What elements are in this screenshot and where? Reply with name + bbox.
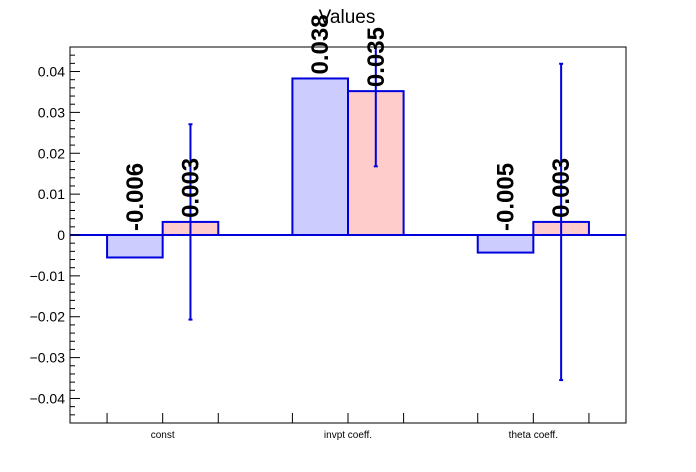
y-tick-label: 0.03 [38,104,65,120]
value-label: -0.005 [493,163,520,231]
x-tick-label: const [151,430,175,441]
y-axis: 0.04 0.03 0.02 0.01 0 −0.01 −0.02 −0.03 −0.04 [30,46,80,424]
y-tick-label: 0 [57,227,65,243]
y-tick-label: −0.03 [30,350,66,366]
value-label: 0.003 [548,158,575,218]
x-axis: const invpt coeff. theta coeff. [106,413,590,441]
bar [291,77,349,237]
bars-layer [106,77,590,259]
error-bars-layer [188,47,564,382]
y-tick-label: 0.01 [38,186,65,202]
x-tick-label: invpt coeff. [324,430,372,441]
bar [476,234,535,254]
value-label: 0.035 [363,27,390,87]
y-tick-label: 0.04 [38,64,65,80]
value-label: 0.003 [177,158,204,218]
chart-title: Values [319,7,376,28]
bar [106,234,164,259]
y-tick-label: 0.02 [38,145,65,161]
x-tick-label: theta coeff. [509,430,558,441]
value-label: 0.038 [307,14,334,74]
y-tick-label: −0.04 [30,390,66,406]
value-labels-layer: -0.006 0.038 -0.005 0.003 0.035 0.003 [122,14,575,231]
y-tick-label: −0.01 [30,268,66,284]
value-label: -0.006 [122,163,149,231]
y-tick-label: −0.02 [30,309,66,325]
